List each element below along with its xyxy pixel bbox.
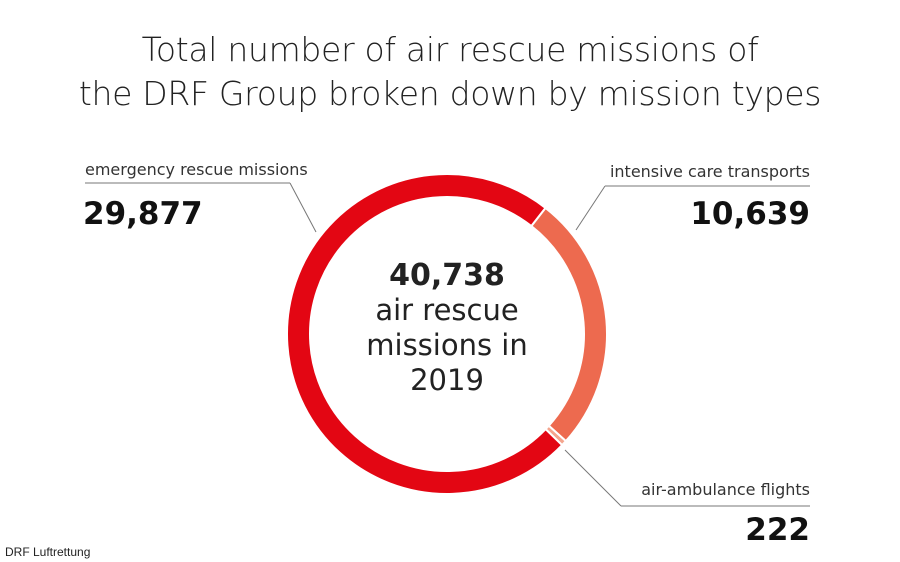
center-total: 40,738 air rescue missions in 2019 [347, 258, 547, 398]
slice-emergency-rescue [286, 173, 564, 495]
title-line-2: the DRF Group broken down by mission typ… [78, 74, 822, 113]
total-caption-2: missions in [366, 328, 528, 362]
slice-label-ambulance: air-ambulance flights [641, 480, 810, 499]
slice-label-emergency: emergency rescue missions [85, 160, 308, 179]
leader-line-intensive-diag [575, 185, 606, 231]
total-caption-3: 2019 [410, 363, 484, 397]
total-value: 40,738 [389, 258, 505, 293]
leader-line-emergency-diag [289, 182, 317, 233]
leader-line-ambulance-diag [564, 449, 622, 507]
slice-value-intensive: 10,639 [690, 196, 810, 232]
total-caption-1: air rescue [375, 293, 519, 327]
slice-value-ambulance: 222 [745, 512, 810, 548]
source-credit: DRF Luftrettung [5, 545, 91, 559]
slice-label-intensive: intensive care transports [609, 162, 810, 181]
chart-title: Total number of air rescue missions of t… [0, 28, 900, 116]
slice-value-emergency: 29,877 [83, 196, 203, 232]
title-line-1: Total number of air rescue missions of [141, 30, 759, 69]
